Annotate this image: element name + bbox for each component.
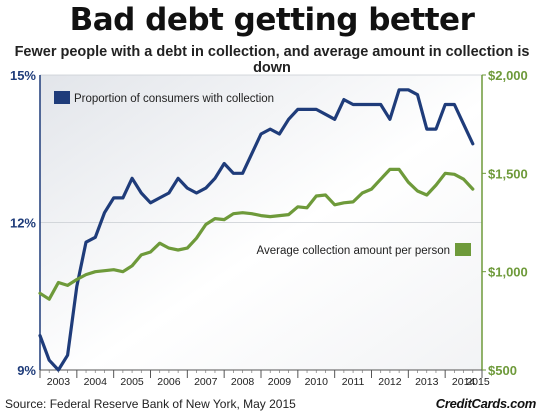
x-tick-label: 2007 bbox=[194, 376, 218, 388]
legend-swatch-proportion bbox=[54, 91, 70, 104]
right-axis: $2,000 $1,500 $1,000 $500 bbox=[481, 68, 528, 378]
chart-subtitle: Fewer people with a debt in collection, … bbox=[14, 44, 530, 76]
chart-title: Bad debt getting better bbox=[69, 2, 475, 38]
right-tick-label: $500 bbox=[488, 363, 517, 378]
series-line-amount bbox=[38, 167, 475, 301]
x-tick-label: 2003 bbox=[47, 376, 71, 388]
x-tick-label: 2015 bbox=[466, 376, 490, 388]
legend-label-proportion: Proportion of consumers with collection bbox=[74, 93, 274, 105]
x-tick-label: 2006 bbox=[157, 376, 181, 388]
left-tick-label: 15% bbox=[10, 68, 36, 83]
right-tick-label: $1,000 bbox=[488, 265, 528, 280]
left-tick-label: 9% bbox=[17, 363, 36, 378]
right-tick-label: $1,500 bbox=[488, 166, 528, 181]
legend-swatch-amount bbox=[455, 243, 471, 256]
x-tick-label: 2014 bbox=[452, 376, 476, 388]
left-axis: 15% 12% 9% bbox=[10, 68, 41, 378]
x-tick-label: 2012 bbox=[378, 376, 402, 388]
series-line-proportion bbox=[38, 88, 475, 372]
x-tick-label: 2010 bbox=[305, 376, 329, 388]
series-group bbox=[38, 88, 475, 372]
legend-group: Proportion of consumers with collection A… bbox=[54, 91, 471, 257]
x-tick-label: 2005 bbox=[120, 376, 144, 388]
right-tick-label: $2,000 bbox=[488, 68, 528, 83]
x-tick-label: 2011 bbox=[342, 376, 365, 388]
brand-logo-text: CreditCards.com bbox=[435, 396, 537, 411]
legend-label-amount: Average collection amount per person bbox=[257, 245, 451, 257]
source-note: Source: Federal Reserve Bank of New York… bbox=[5, 397, 296, 411]
x-tick-label: 2013 bbox=[415, 376, 439, 388]
x-axis: 2003 2004 2005 2006 2007 2008 2009 2010 2011 2012… bbox=[39, 369, 490, 388]
x-tick-label: 2009 bbox=[268, 376, 292, 388]
x-tick-label: 2004 bbox=[84, 376, 108, 388]
left-tick-label: 12% bbox=[10, 216, 36, 231]
x-tick-label: 2008 bbox=[231, 376, 255, 388]
